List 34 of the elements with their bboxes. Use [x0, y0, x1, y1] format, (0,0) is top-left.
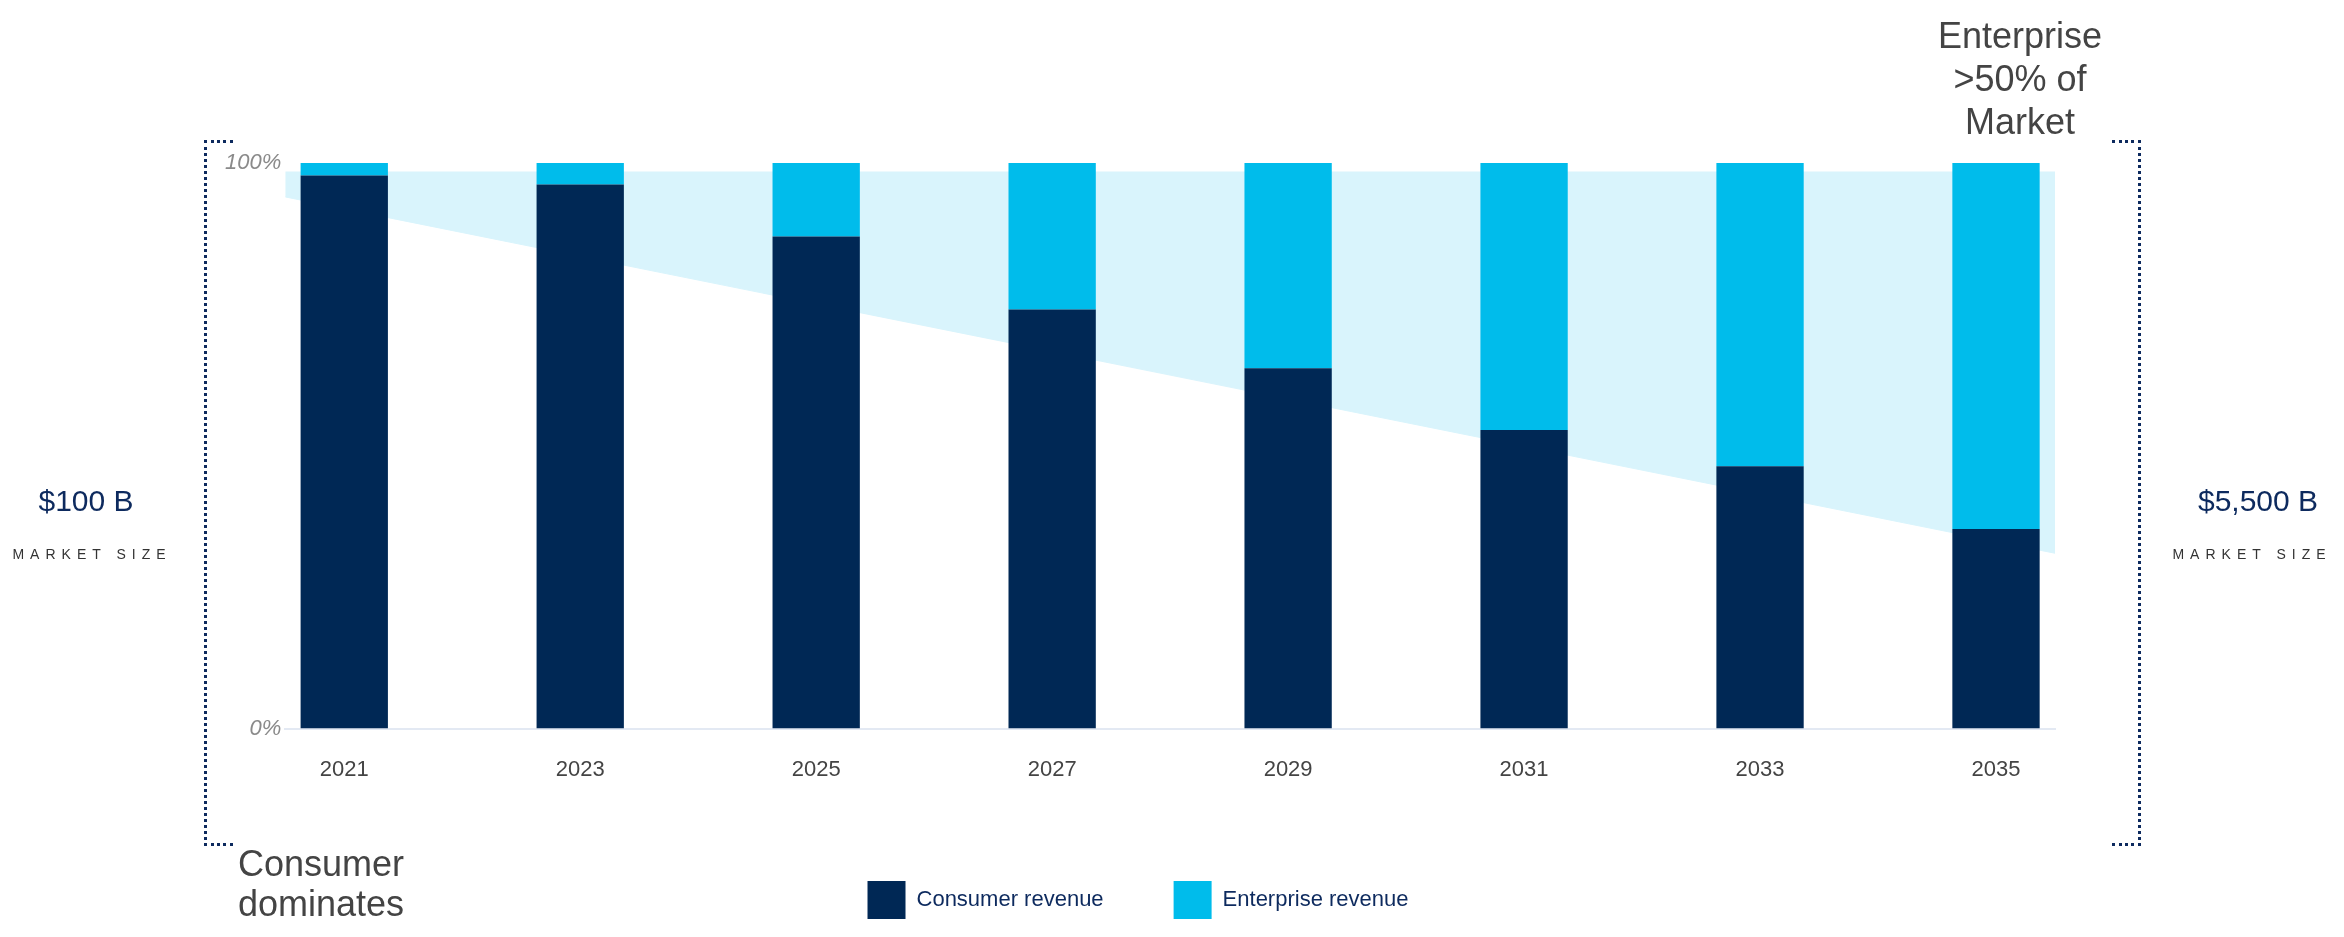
x-tick-label: 2029 — [1263, 755, 1313, 781]
text: MARKET SIZE — [12, 545, 172, 562]
bar — [1716, 163, 1804, 467]
bar — [1008, 309, 1096, 729]
x-tick-label: 2027 — [1027, 755, 1077, 781]
bar — [536, 163, 624, 185]
legend-label: Enterprise revenue — [1222, 886, 1409, 912]
x-tick-label: 2021 — [319, 755, 369, 781]
text: Enterprise >50% of Market — [1937, 14, 2103, 142]
bar — [1244, 368, 1332, 729]
text: Consumer dominates — [238, 842, 405, 924]
x-tick-label: 2023 — [555, 755, 605, 781]
legend-label: Consumer revenue — [916, 886, 1104, 912]
y-tick-label: 100% — [224, 149, 282, 175]
text: $5,500 B — [2197, 484, 2319, 518]
bar — [300, 175, 388, 729]
bar — [1244, 163, 1332, 369]
bar — [1480, 429, 1568, 729]
x-tick-label: 2035 — [1971, 755, 2021, 781]
bar — [772, 236, 860, 729]
x-tick-label: 2025 — [791, 755, 841, 781]
bar — [536, 184, 624, 729]
bar — [300, 163, 388, 176]
bar — [1716, 466, 1804, 729]
text: MARKET SIZE — [2172, 545, 2332, 562]
bar — [1008, 163, 1096, 310]
bar — [1952, 528, 2040, 729]
y-tick-label: 0% — [249, 714, 282, 740]
x-tick-label: 2033 — [1735, 755, 1785, 781]
bar — [1952, 163, 2040, 529]
bar — [1480, 163, 1568, 430]
x-tick-label: 2031 — [1499, 755, 1549, 781]
bar — [772, 163, 860, 237]
text: $100 B — [38, 484, 134, 518]
